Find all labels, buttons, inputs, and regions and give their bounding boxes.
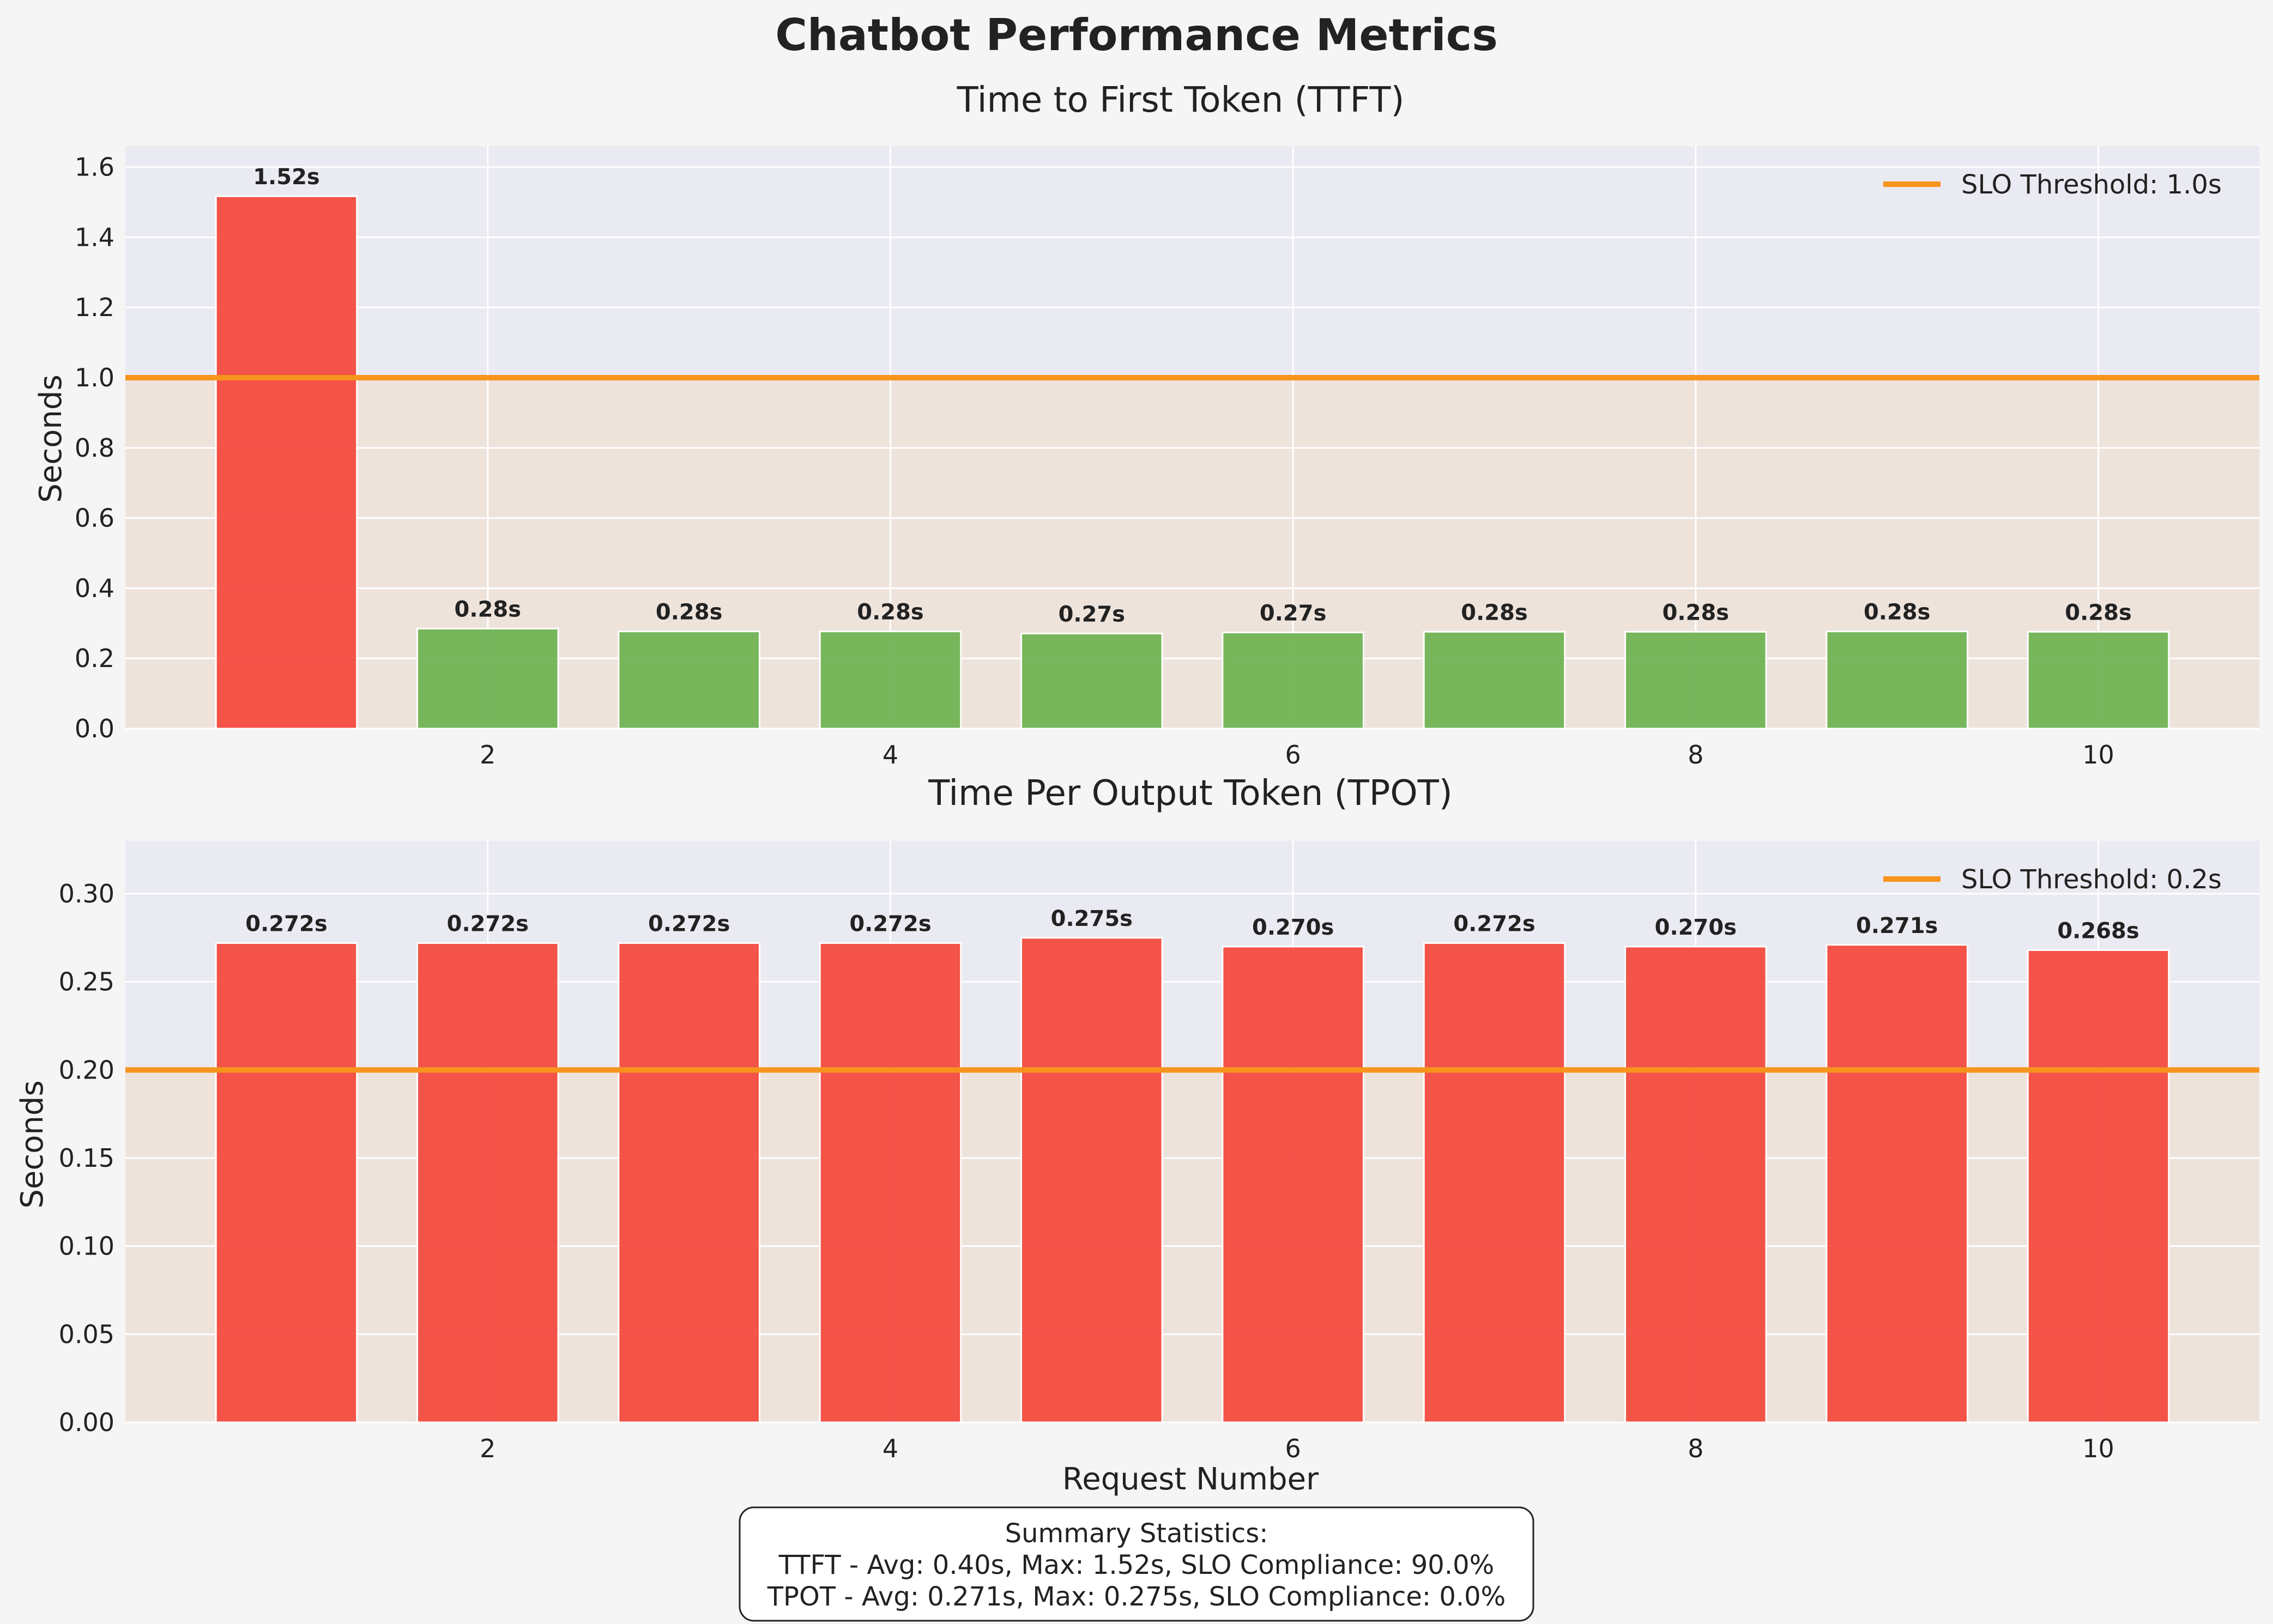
tpot-bar-value-label: 0.272s [849,912,931,937]
ttft-bar-value-label: 0.28s [857,600,924,625]
tpot-x-tick-label: 2 [480,1434,495,1463]
tpot-legend-label: SLO Threshold: 0.2s [1961,864,2222,895]
ttft-bar [1423,631,1566,730]
ttft-bar-value-label: 0.28s [455,597,522,622]
tpot-x-tick-label: 4 [882,1434,898,1463]
ttft-x-tick-label: 2 [480,740,495,769]
tpot-bar-value-label: 0.272s [447,912,529,937]
summary-heading: Summary Statistics: [1005,1518,1268,1549]
tpot-bar [1624,946,1767,1423]
ttft-legend-label: SLO Threshold: 1.0s [1961,169,2222,200]
summary-tpot: TPOT - Avg: 0.271s, Max: 0.275s, SLO Com… [767,1581,1506,1612]
ttft-bar [1020,632,1163,730]
tpot-y-tick-label: 0.25 [59,967,114,997]
ttft-bar-value-label: 0.28s [1663,600,1730,625]
tpot-bar-value-label: 0.275s [1051,906,1133,931]
ttft-chart: 0.0 0.2 0.4 0.6 0.8 1.0 1.2 1.4 1.6 2 4 6 8 10 1.52s 0.… [33,80,2259,769]
ttft-chart-title: Time to First Token (TTFT) [957,80,1405,120]
ttft-bar [215,195,358,730]
ttft-x-tick-label: 4 [882,740,898,769]
ttft-bar-value-label: 0.28s [1864,600,1931,625]
ttft-y-tick-label: 1.6 [75,153,114,182]
ttft-bar [1825,631,1968,730]
ttft-x-tick-label: 6 [1285,740,1301,769]
tpot-y-tick-label: 0.10 [59,1232,114,1261]
ttft-y-tick-label: 0.4 [75,573,114,603]
tpot-bar-value-label: 0.272s [1453,912,1535,937]
ttft-x-tick-label: 10 [2082,740,2114,769]
tpot-bar [618,942,760,1423]
tpot-bar [819,942,962,1423]
tpot-x-axis-label: Request Number [1062,1462,1319,1497]
ttft-y-tick-label: 1.0 [75,363,114,392]
tpot-bar [416,942,559,1423]
ttft-x-tick-label: 8 [1688,740,1703,769]
ttft-y-tick-label: 0.6 [75,504,114,533]
tpot-y-tick-label: 0.15 [59,1143,114,1173]
ttft-bar-value-label: 0.27s [1260,601,1327,626]
tpot-y-tick-label: 0.05 [59,1319,114,1349]
tpot-y-tick-label: 0.20 [59,1055,114,1084]
figure-title: Chatbot Performance Metrics [775,10,1498,60]
ttft-bar-value-label: 0.28s [2065,600,2132,625]
tpot-chart-title: Time Per Output Token (TPOT) [928,773,1453,814]
tpot-bar-value-label: 0.270s [1252,915,1334,940]
ttft-y-tick-label: 0.0 [75,714,114,743]
tpot-bar-value-label: 0.271s [1856,913,1938,938]
tpot-x-tick-label: 6 [1285,1434,1301,1463]
tpot-y-tick-label: 0.30 [59,879,114,908]
ttft-y-axis-label: Seconds [33,374,69,502]
ttft-bar [618,631,760,730]
tpot-bar [1423,942,1566,1423]
ttft-bar-value-label: 0.28s [656,600,723,625]
ttft-y-tick-label: 0.2 [75,644,114,673]
ttft-y-tick-label: 0.8 [75,433,114,463]
ttft-bar [1624,631,1767,730]
tpot-bar [1222,946,1364,1423]
ttft-bar [2027,631,2170,730]
ttft-bar [819,631,962,730]
tpot-y-axis-label: Seconds [15,1080,50,1208]
tpot-chart: 0.00 0.05 0.10 0.15 0.20 0.25 0.30 2 4 6 8 10 0.272s… [15,773,2259,1497]
ttft-bar [416,627,559,730]
tpot-plot-area: 0.00 0.05 0.10 0.15 0.20 0.25 0.30 2 4 6 8 10 0.272s… [59,841,2259,1463]
tpot-bar-value-label: 0.268s [2057,918,2139,943]
tpot-bar [215,942,358,1423]
tpot-bar-value-label: 0.270s [1655,915,1737,940]
tpot-bar [2027,949,2170,1423]
tpot-y-tick-label: 0.00 [59,1408,114,1437]
summary-ttft: TTFT - Avg: 0.40s, Max: 1.52s, SLO Compl… [778,1550,1495,1580]
ttft-bar [1222,632,1364,730]
summary-box-frame [739,1506,1534,1622]
ttft-bar-value-label: 0.28s [1461,600,1528,625]
tpot-x-tick-label: 8 [1688,1434,1703,1463]
ttft-bar-value-label: 0.27s [1059,602,1126,627]
ttft-plot-area: 0.0 0.2 0.4 0.6 0.8 1.0 1.2 1.4 1.6 2 4 6 8 10 1.52s 0.… [75,146,2259,769]
tpot-bar [1825,944,1968,1423]
tpot-bar-value-label: 0.272s [245,912,327,937]
tpot-bar [1020,937,1163,1423]
ttft-bar-value-label: 1.52s [253,165,320,190]
ttft-y-tick-label: 1.2 [75,293,114,322]
tpot-bar-value-label: 0.272s [648,912,730,937]
ttft-y-tick-label: 1.4 [75,222,114,252]
tpot-x-tick-label: 10 [2082,1434,2114,1463]
summary-box: Summary Statistics: TTFT - Avg: 0.40s, M… [739,1506,1534,1622]
